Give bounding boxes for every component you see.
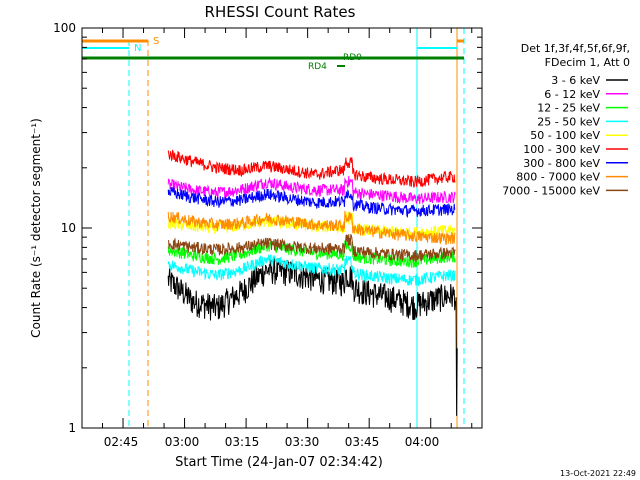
legend-label: 100 - 300 keV xyxy=(523,143,600,156)
flag-lines xyxy=(81,28,465,428)
x-tick-label: 03:30 xyxy=(285,435,320,449)
legend: Det 1f,3f,4f,5f,6f,9f, FDecim 1, Att 0 3… xyxy=(502,42,630,197)
legend-label: 12 - 25 keV xyxy=(537,102,600,115)
plot-frame xyxy=(81,27,483,429)
series-line xyxy=(167,210,456,246)
legend-header: FDecim 1, Att 0 xyxy=(545,56,630,69)
x-tick-label: 02:45 xyxy=(104,435,139,449)
series-line xyxy=(168,234,456,262)
series-line-drop xyxy=(455,297,458,416)
chart-title: RHESSI Count Rates xyxy=(205,3,356,21)
x-tick-label: 03:15 xyxy=(225,435,260,449)
x-tick-label: 03:45 xyxy=(345,435,380,449)
legend-header: Det 1f,3f,4f,5f,6f,9f, xyxy=(521,42,630,55)
axis-ticks xyxy=(81,27,482,429)
legend-label: 7000 - 15000 keV xyxy=(502,184,600,197)
x-tick-label: 03:00 xyxy=(165,435,200,449)
y-tick-label: 1 xyxy=(68,421,76,435)
legend-label: 3 - 6 keV xyxy=(551,74,600,87)
series-line xyxy=(167,175,456,205)
y-tick-label: 100 xyxy=(53,21,76,35)
annotation-rd0: RD0 xyxy=(343,53,362,63)
annotation-s: S xyxy=(153,36,159,47)
y-tick-label: 10 xyxy=(61,221,76,235)
x-axis-label: Start Time (24-Jan-07 02:34:42) xyxy=(175,455,383,470)
legend-label: 50 - 100 keV xyxy=(530,129,600,142)
annotation-n: N xyxy=(134,43,141,54)
series-line xyxy=(167,186,456,219)
series-group xyxy=(167,149,458,416)
legend-label: 25 - 50 keV xyxy=(537,115,600,128)
series-line xyxy=(167,149,456,188)
x-tick-label: 04:00 xyxy=(405,435,440,449)
legend-label: 300 - 800 keV xyxy=(523,157,600,170)
legend-label: 6 - 12 keV xyxy=(544,88,600,101)
legend-label: 800 - 7000 keV xyxy=(516,171,600,184)
y-axis-label: Count Rate (s⁻¹ detector segment⁻¹) xyxy=(29,118,43,338)
series-line xyxy=(167,254,456,287)
generated-timestamp: 13-Oct-2021 22:49 xyxy=(560,469,636,478)
annotation-rd4: RD4 xyxy=(308,62,327,72)
